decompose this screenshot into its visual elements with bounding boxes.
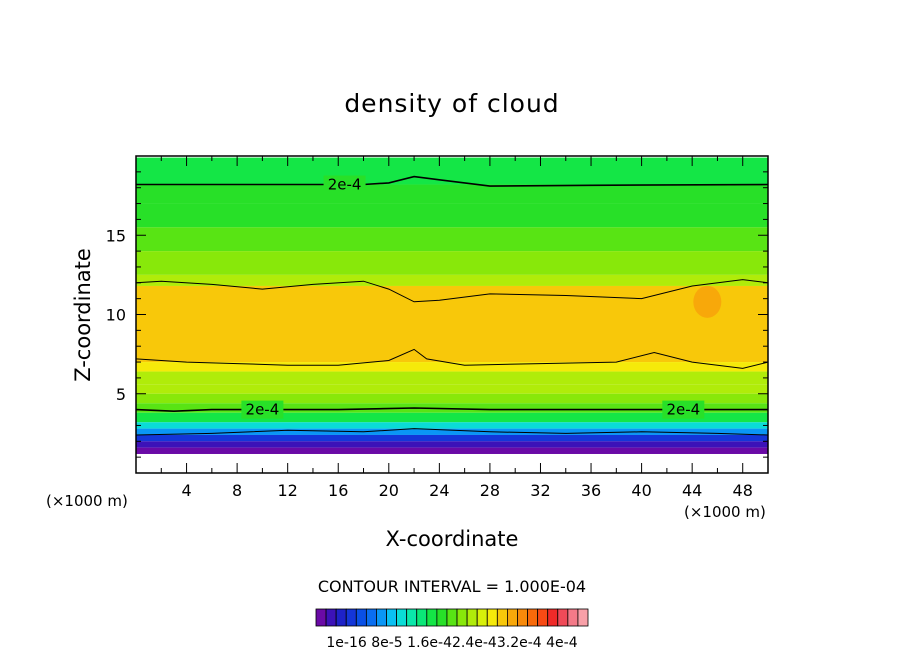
x-tick-label: 32: [530, 481, 550, 500]
x-tick-label: 44: [682, 481, 702, 500]
colorbar-swatch: [486, 608, 498, 627]
contour-band: [136, 371, 768, 385]
x-tick-label: 12: [278, 481, 298, 500]
y-tick-label: 10: [106, 306, 126, 325]
colorbar-swatch: [537, 608, 549, 627]
colorbar-labels: 1e-16 8e-5 1.6e-42.4e-43.2e-4 4e-4: [326, 635, 577, 651]
colorbar-swatch: [345, 608, 357, 627]
x-tick-label: 40: [631, 481, 651, 500]
colorbar-swatch: [376, 608, 387, 627]
colorbar-swatch: [426, 608, 438, 627]
x-unit-right: (×1000 m): [684, 503, 766, 521]
colorbar-swatch: [507, 608, 518, 627]
colorbar-swatch: [517, 608, 528, 627]
colorbar-swatch: [436, 608, 448, 627]
contour-band: [136, 422, 768, 429]
plot-area: 2e-4 2e-4 2e-4: [135, 155, 769, 474]
contour-line: [135, 279, 769, 303]
colorbar-swatch: [386, 608, 397, 627]
contour-band: [136, 285, 768, 363]
contour-band: [136, 274, 768, 286]
x-unit-left: (×1000 m): [46, 492, 128, 510]
contour-band: [136, 412, 768, 423]
x-tick-label: 28: [480, 481, 500, 500]
contour-highlight: [693, 285, 722, 318]
contour-band: [136, 428, 768, 435]
colorbar-swatch: [315, 608, 327, 627]
x-tick-label: 24: [429, 481, 449, 500]
y-axis-label: Z-coordinate: [71, 248, 95, 382]
colorbar-swatch: [476, 608, 488, 627]
contour-label: 2e-4: [246, 401, 280, 419]
colorbar-swatch: [416, 608, 428, 627]
x-axis-ticks: 4 8 12 16 20 24 28 32 36 40 44 48: [160, 156, 753, 500]
x-tick-label: 16: [328, 481, 348, 500]
contour-interval: CONTOUR INTERVAL = 1.000E-04: [318, 577, 586, 596]
contour-label-bg: [241, 400, 284, 419]
contour-line: [135, 348, 769, 369]
contour-label-bg: [323, 175, 366, 194]
x-tick-label: 36: [581, 481, 601, 500]
contour-line: [136, 175, 769, 187]
colorbar-swatch: [557, 608, 569, 627]
colorbar-swatch: [496, 608, 508, 627]
colorbar-swatch: [577, 608, 589, 627]
contour-band: [136, 434, 768, 442]
colorbar: [315, 608, 589, 627]
contour-band: [136, 157, 768, 185]
contour-label: 2e-4: [328, 176, 362, 194]
contour-band: [136, 251, 768, 275]
y-tick-label: 5: [116, 385, 126, 404]
chart-title: density of cloud: [344, 89, 559, 118]
colorbar-swatch: [567, 608, 579, 627]
colorbar-swatch: [325, 608, 337, 627]
x-tick-label: 48: [733, 481, 753, 500]
colorbar-swatch: [355, 608, 367, 627]
colorbar-swatch: [527, 608, 539, 627]
contour-label-bg: [662, 400, 705, 419]
y-axis-ticks: 5 10 15: [106, 171, 768, 458]
colorbar-swatch: [466, 608, 478, 627]
x-tick-label: 4: [181, 481, 191, 500]
colorbar-swatch: [406, 608, 418, 627]
colorbar-swatch: [456, 608, 468, 627]
colorbar-swatch: [547, 608, 559, 627]
colorbar-swatch: [335, 608, 347, 627]
contour-band: [136, 362, 768, 372]
y-tick-label: 15: [106, 226, 126, 245]
contour-band: [136, 393, 768, 404]
colorbar-swatch: [396, 608, 408, 627]
x-axis-label: X-coordinate: [386, 527, 519, 551]
contour-band: [136, 384, 768, 394]
contour-label: 2e-4: [666, 401, 700, 419]
contour-band: [136, 184, 768, 204]
contour-band: [136, 447, 768, 454]
contour-band: [136, 203, 768, 228]
x-tick-label: 8: [232, 481, 242, 500]
contour-band: [136, 227, 768, 252]
contour-line: [135, 428, 769, 436]
x-tick-label: 20: [379, 481, 399, 500]
contour-band: [136, 441, 768, 448]
colorbar-swatch: [446, 608, 458, 627]
colorbar-swatch: [365, 608, 377, 627]
